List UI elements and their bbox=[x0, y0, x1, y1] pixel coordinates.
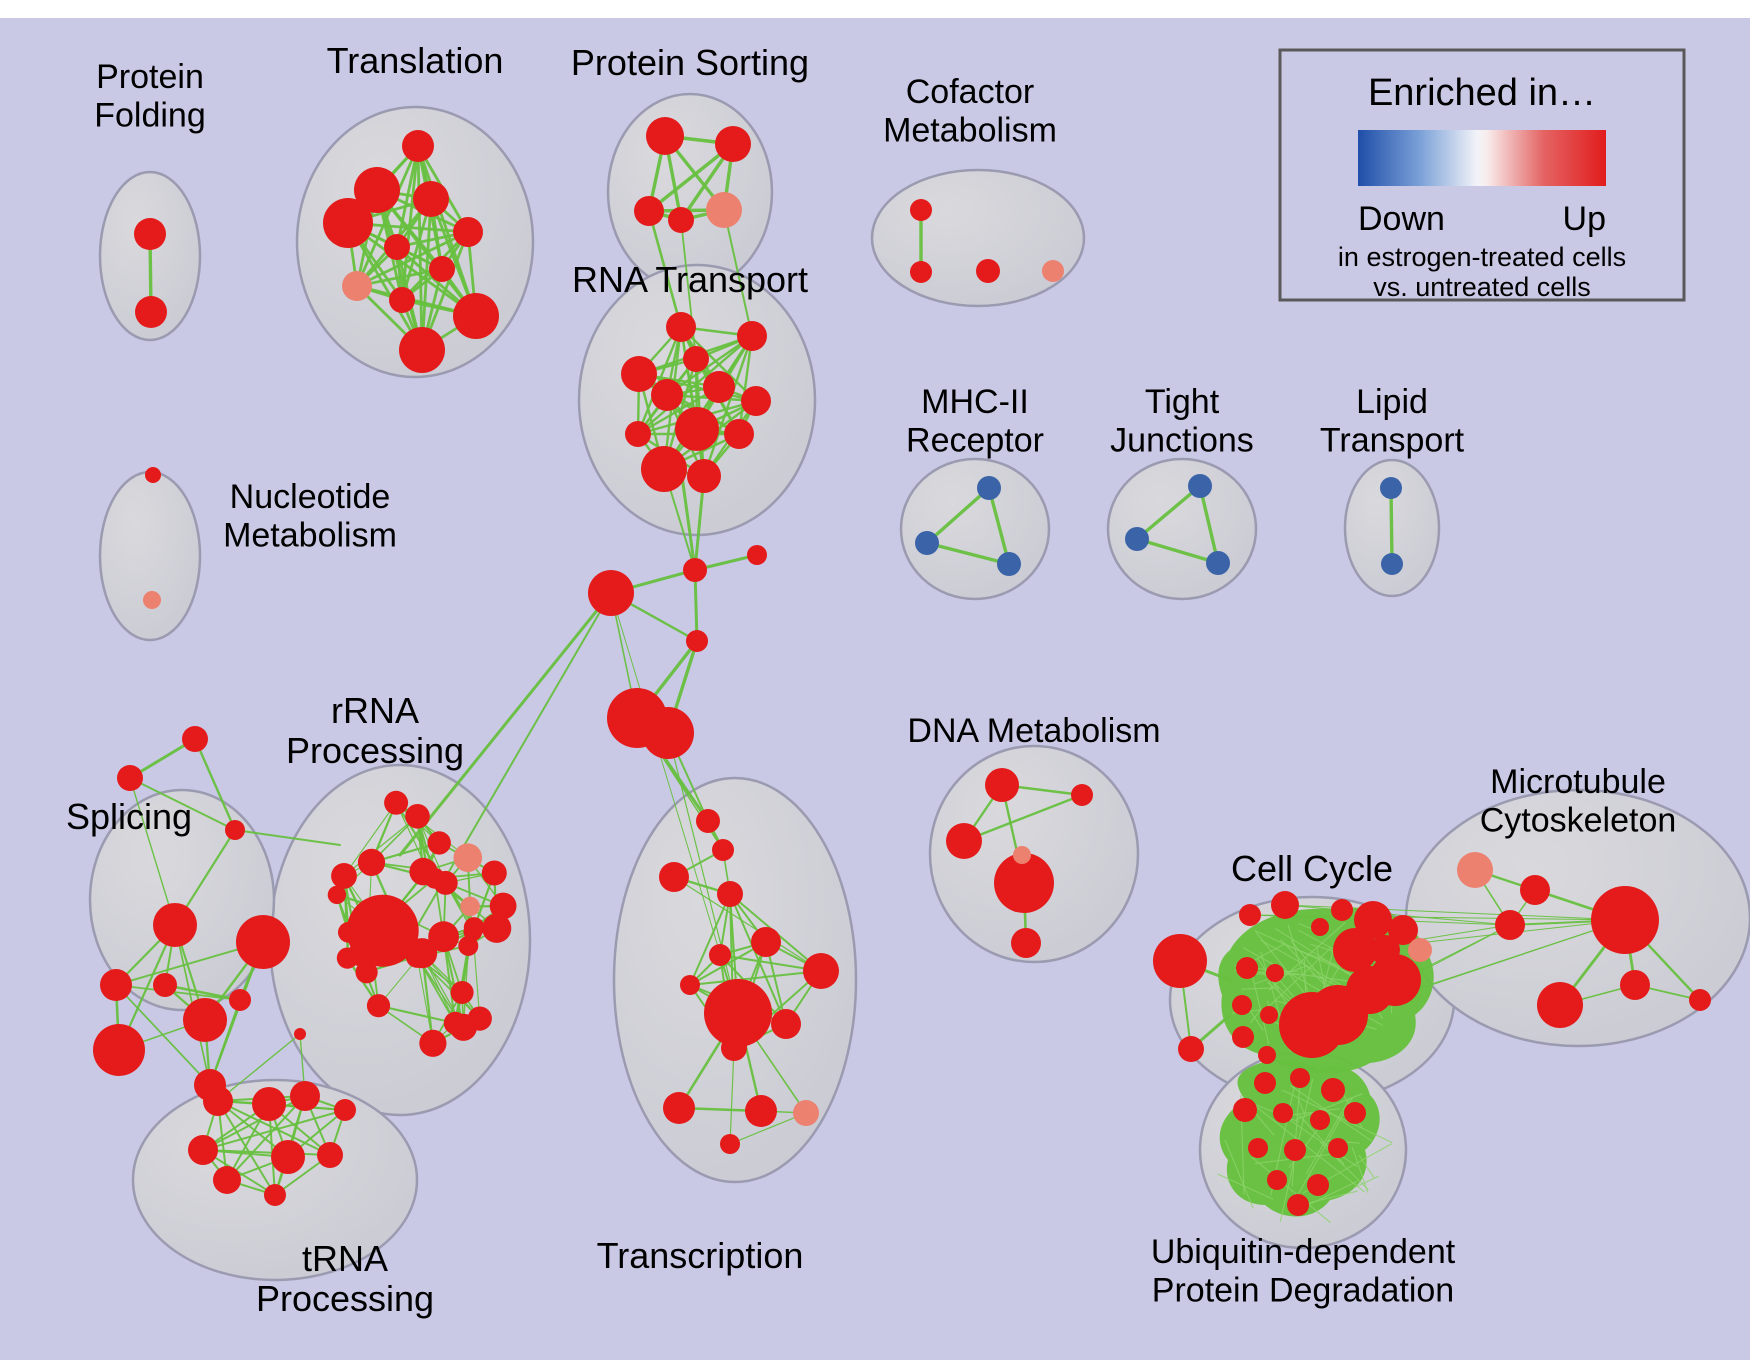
svg-text:Cell Cycle: Cell Cycle bbox=[1231, 848, 1393, 889]
svg-text:DNA Metabolism: DNA Metabolism bbox=[907, 712, 1160, 750]
svg-text:RNA Transport: RNA Transport bbox=[572, 259, 808, 300]
svg-text:Enriched in…: Enriched in… bbox=[1368, 72, 1596, 114]
svg-text:Transcription: Transcription bbox=[597, 1235, 804, 1276]
svg-text:Down: Down bbox=[1358, 200, 1445, 238]
svg-text:Splicing: Splicing bbox=[66, 796, 192, 837]
svg-text:Protein Sorting: Protein Sorting bbox=[571, 42, 809, 83]
svg-text:Translation: Translation bbox=[327, 40, 504, 81]
svg-text:Up: Up bbox=[1563, 200, 1606, 238]
svg-text:in estrogen-treated cells: in estrogen-treated cells bbox=[1338, 242, 1626, 272]
svg-text:vs. untreated cells: vs. untreated cells bbox=[1373, 272, 1591, 302]
